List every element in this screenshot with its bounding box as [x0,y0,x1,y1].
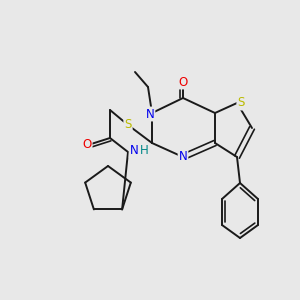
Text: O: O [178,76,188,88]
Text: N: N [130,145,138,158]
Text: S: S [237,97,245,110]
Text: N: N [146,107,154,121]
Text: O: O [82,139,91,152]
Text: S: S [124,118,132,130]
Text: H: H [140,145,148,158]
Text: N: N [178,149,188,163]
